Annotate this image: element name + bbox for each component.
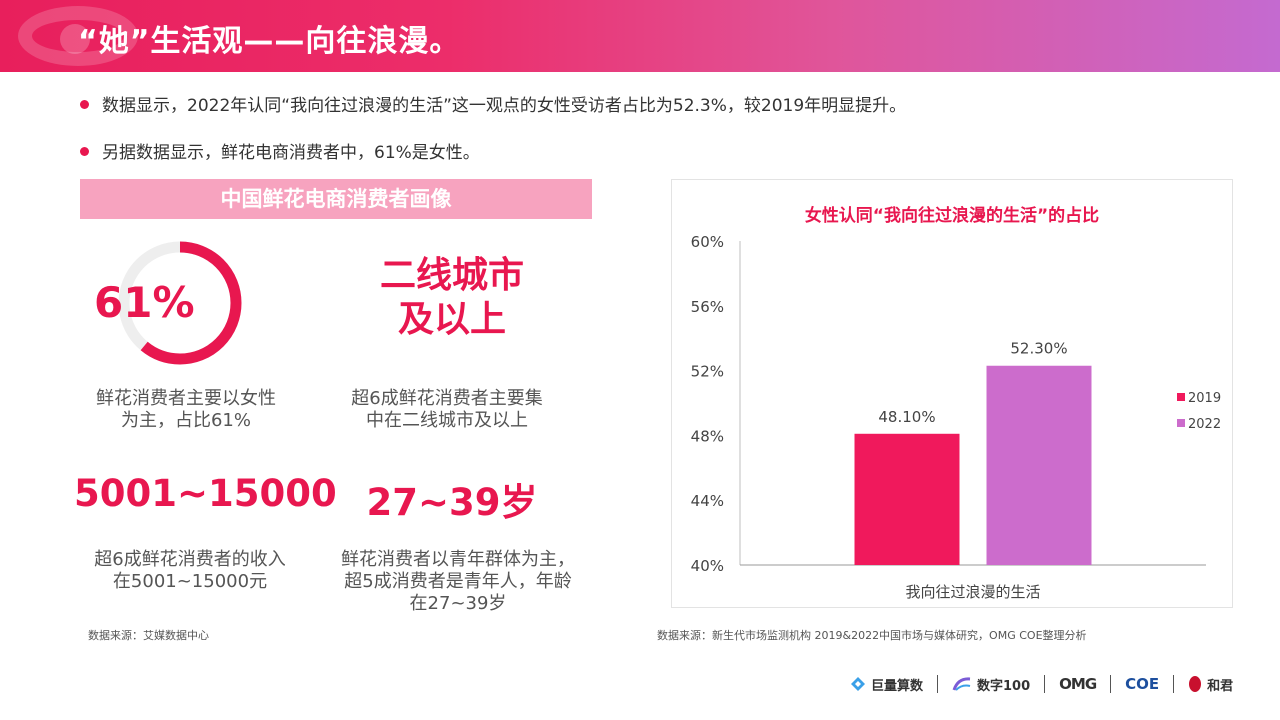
legend-swatch	[1177, 419, 1185, 427]
juliang-logo-text: 巨量算数	[871, 678, 924, 694]
city-tier-line: 二线城市	[379, 255, 524, 296]
bullet-dot	[80, 146, 89, 156]
income-range-caption: 超6成鲜花消费者的收入 在5001~15000元	[80, 549, 300, 593]
juliang-mark-icon	[851, 677, 865, 691]
shuzi100-logo-text: 数字100	[977, 678, 1031, 694]
age-range-value: 27~39岁	[366, 481, 538, 524]
shuzi100-logo: 数字100	[952, 675, 1030, 694]
bullet-dot	[80, 99, 89, 109]
legend-swatch	[1177, 393, 1185, 401]
data-label: 48.10%	[878, 408, 935, 426]
female-share-value: 61%	[94, 278, 195, 327]
coe-logo: COE	[1125, 675, 1159, 693]
portrait-panel-title: 中国鲜花电商消费者画像	[80, 179, 592, 219]
caption-line: 超5成消费者是青年人，年龄	[344, 571, 572, 592]
y-tick-label: 44%	[691, 492, 724, 510]
portrait-source-note: 数据来源：艾媒数据中心	[88, 629, 209, 642]
data-label: 52.30%	[1010, 340, 1067, 358]
footer-logos: 巨量算数 数字100 OMG COE 和君	[850, 672, 1233, 696]
logo-divider	[1173, 675, 1175, 693]
caption-line: 在5001~15000元	[112, 571, 268, 592]
hejun-logo-text: 和君	[1207, 678, 1234, 694]
bar-2022	[986, 365, 1092, 565]
bullet-text: 另据数据显示，鲜花电商消费者中，61%是女性。	[102, 143, 480, 163]
legend-label: 2022	[1188, 417, 1221, 432]
page-title: “她”生活观——向往浪漫。	[78, 24, 461, 59]
bullet-point: 另据数据显示，鲜花电商消费者中，61%是女性。	[80, 138, 480, 163]
shuzi100-mark-icon	[952, 677, 971, 691]
bullet-point: 数据显示，2022年认同“我向往过浪漫的生活”这一观点的女性受访者占比为52.3…	[80, 91, 906, 116]
bar-chart: 40% 44% 48% 52% 56% 60% 48.10% 52.30% 我向往过浪漫的生活 2…	[691, 233, 1221, 601]
female-share-caption: 鲜花消费者主要以女性 为主，占比61%	[80, 388, 292, 432]
logo-divider	[1044, 675, 1046, 693]
female-share-donut	[118, 241, 242, 365]
caption-line: 鲜花消费者主要以女性	[96, 388, 276, 409]
eye-pupil-decoration	[60, 24, 90, 54]
logo-divider	[1110, 675, 1112, 693]
juliang-logo: 巨量算数	[850, 675, 923, 694]
y-tick-label: 60%	[691, 233, 724, 251]
y-tick-label: 56%	[691, 298, 724, 316]
caption-line: 在27~39岁	[409, 593, 507, 614]
caption-line: 鲜花消费者以青年群体为主，	[341, 549, 575, 570]
x-category-label: 我向往过浪漫的生活	[905, 583, 1040, 601]
y-tick-label: 48%	[691, 427, 724, 445]
caption-line: 为主，占比61%	[120, 410, 251, 431]
city-tier-value: 二线城市 及以上	[352, 254, 552, 342]
hejun-logo: 和君	[1188, 675, 1233, 694]
city-tier-caption: 超6成鲜花消费者主要集 中在二线城市及以上	[336, 388, 558, 432]
bullet-text: 数据显示，2022年认同“我向往过浪漫的生活”这一观点的女性受访者占比为52.3…	[102, 96, 907, 116]
city-tier-line: 及以上	[397, 299, 506, 340]
legend-label: 2019	[1188, 391, 1221, 406]
omg-logo-text: OMG	[1059, 675, 1097, 693]
logo-divider	[937, 675, 939, 693]
income-range-value: 5001~15000	[74, 472, 337, 515]
chart-source-note: 数据来源：新生代市场监测机构 2019&2022中国市场与媒体研究，OMG CO…	[657, 629, 1087, 642]
header-banner: “她”生活观——向往浪漫。	[0, 0, 1280, 72]
caption-line: 超6成鲜花消费者的收入	[94, 549, 286, 570]
donut-progress-arc	[118, 241, 242, 365]
age-range-caption: 鲜花消费者以青年群体为主， 超5成消费者是青年人，年龄 在27~39岁	[330, 549, 586, 615]
caption-line: 超6成鲜花消费者主要集	[351, 388, 543, 409]
y-tick-label: 40%	[691, 557, 724, 575]
omg-logo: OMG	[1059, 675, 1097, 693]
hejun-seal-icon	[1189, 676, 1202, 692]
caption-line: 中在二线城市及以上	[366, 410, 528, 431]
coe-logo-text: COE	[1125, 675, 1160, 693]
chart-title: 女性认同“我向往过浪漫的生活”的占比	[804, 206, 1100, 226]
y-tick-label: 52%	[691, 363, 724, 381]
bar-2019	[854, 433, 960, 565]
